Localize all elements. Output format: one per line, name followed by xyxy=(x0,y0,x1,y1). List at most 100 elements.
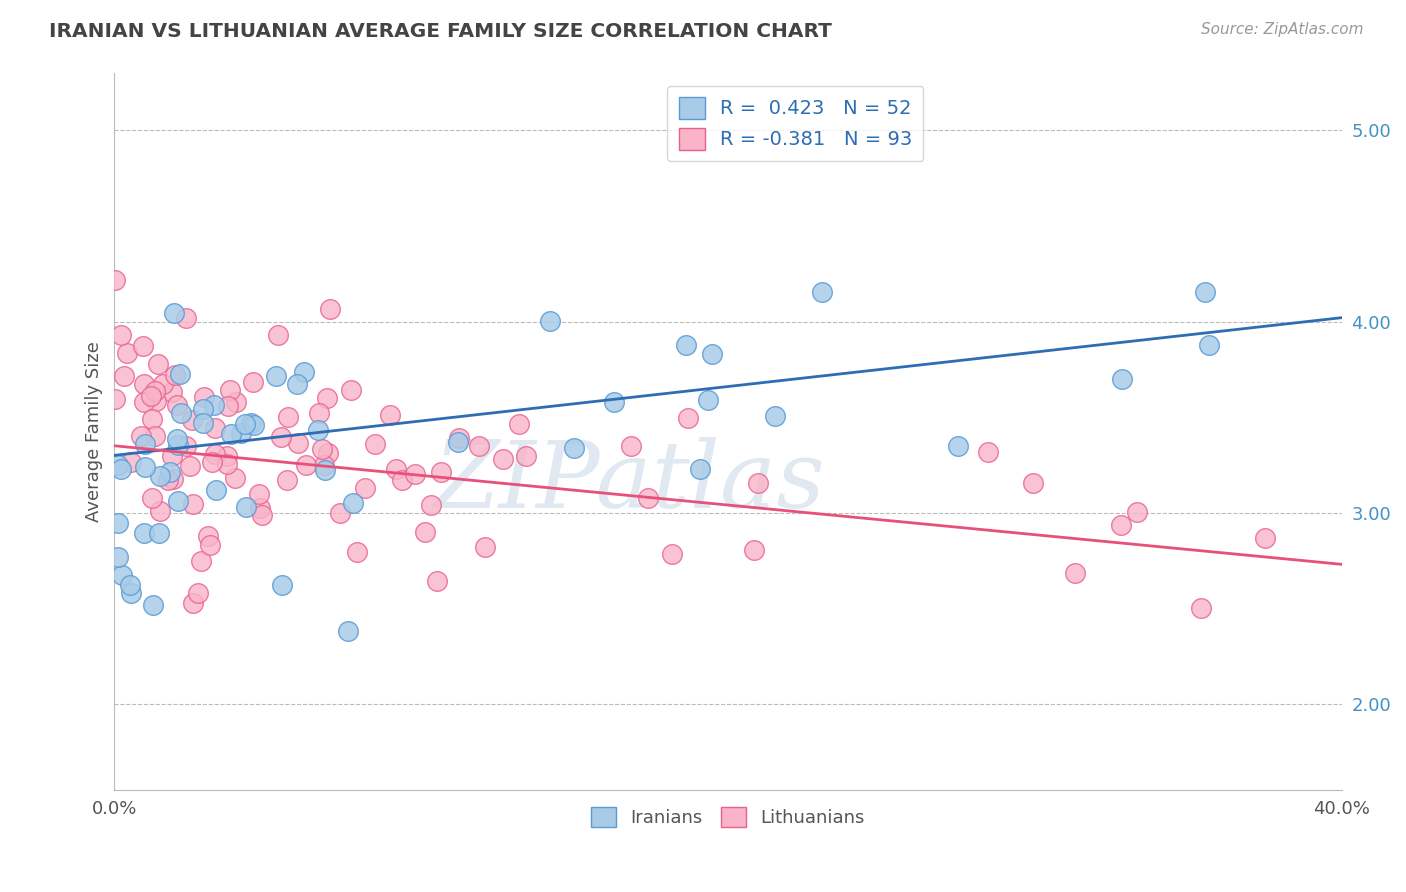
Point xyxy=(346,544,368,558)
Point xyxy=(247,486,270,500)
Point xyxy=(152,376,174,391)
Point xyxy=(276,473,298,487)
Point xyxy=(1198,338,1220,352)
Point xyxy=(162,472,184,486)
Point xyxy=(107,516,129,531)
Point xyxy=(167,494,190,508)
Point xyxy=(215,449,238,463)
Point xyxy=(810,285,832,299)
Point xyxy=(339,383,361,397)
Point xyxy=(187,586,209,600)
Point xyxy=(115,346,138,360)
Point xyxy=(508,417,530,431)
Point xyxy=(292,365,315,379)
Point xyxy=(110,327,132,342)
Point xyxy=(143,384,166,399)
Point xyxy=(166,432,188,446)
Point xyxy=(271,578,294,592)
Point xyxy=(160,384,183,399)
Point xyxy=(270,429,292,443)
Point xyxy=(162,306,184,320)
Point xyxy=(277,410,299,425)
Point xyxy=(413,525,436,540)
Point xyxy=(145,394,167,409)
Point xyxy=(141,411,163,425)
Point xyxy=(134,460,156,475)
Point xyxy=(603,395,626,409)
Point xyxy=(243,418,266,433)
Point xyxy=(329,506,352,520)
Point xyxy=(107,549,129,564)
Point xyxy=(287,435,309,450)
Point xyxy=(315,391,337,405)
Text: IRANIAN VS LITHUANIAN AVERAGE FAMILY SIZE CORRELATION CHART: IRANIAN VS LITHUANIAN AVERAGE FAMILY SIZ… xyxy=(49,22,832,41)
Point xyxy=(285,376,308,391)
Point xyxy=(319,301,342,316)
Point xyxy=(264,368,287,383)
Point xyxy=(204,447,226,461)
Point xyxy=(620,439,643,453)
Point xyxy=(198,538,221,552)
Point xyxy=(661,547,683,561)
Point xyxy=(1254,531,1277,545)
Point xyxy=(515,449,537,463)
Point xyxy=(179,458,201,473)
Point xyxy=(103,273,125,287)
Point xyxy=(252,508,274,522)
Point xyxy=(697,392,720,407)
Point xyxy=(159,465,181,479)
Point xyxy=(111,568,134,582)
Point xyxy=(449,432,471,446)
Point xyxy=(231,425,253,440)
Point xyxy=(120,585,142,599)
Point xyxy=(174,439,197,453)
Point xyxy=(165,368,187,383)
Point xyxy=(336,624,359,639)
Point xyxy=(474,540,496,554)
Point xyxy=(378,409,401,423)
Point xyxy=(946,439,969,453)
Point xyxy=(763,409,786,424)
Point xyxy=(148,504,170,518)
Point xyxy=(107,458,129,472)
Point xyxy=(149,468,172,483)
Point xyxy=(249,500,271,515)
Point xyxy=(174,311,197,326)
Point xyxy=(167,437,190,451)
Point xyxy=(492,451,515,466)
Point xyxy=(181,497,204,511)
Point xyxy=(160,449,183,463)
Point xyxy=(1109,517,1132,532)
Point xyxy=(1194,285,1216,300)
Point xyxy=(191,416,214,430)
Point xyxy=(1126,505,1149,519)
Point xyxy=(1022,475,1045,490)
Point xyxy=(141,491,163,505)
Point xyxy=(308,424,330,438)
Point xyxy=(744,543,766,558)
Point xyxy=(385,461,408,475)
Point xyxy=(420,498,443,512)
Point xyxy=(156,473,179,487)
Point xyxy=(204,483,226,497)
Point xyxy=(977,445,1000,459)
Point xyxy=(700,347,723,361)
Point xyxy=(143,428,166,442)
Point xyxy=(318,446,340,460)
Point xyxy=(1111,372,1133,386)
Point xyxy=(675,338,697,352)
Point xyxy=(538,314,561,328)
Point xyxy=(197,529,219,543)
Point xyxy=(132,395,155,409)
Point xyxy=(240,416,263,430)
Point xyxy=(142,598,165,612)
Point xyxy=(267,327,290,342)
Point xyxy=(120,455,142,469)
Text: ZIPatlas: ZIPatlas xyxy=(434,436,825,526)
Point xyxy=(308,406,330,420)
Point xyxy=(148,525,170,540)
Point xyxy=(129,428,152,442)
Point xyxy=(295,458,318,472)
Point xyxy=(224,471,246,485)
Point xyxy=(193,390,215,404)
